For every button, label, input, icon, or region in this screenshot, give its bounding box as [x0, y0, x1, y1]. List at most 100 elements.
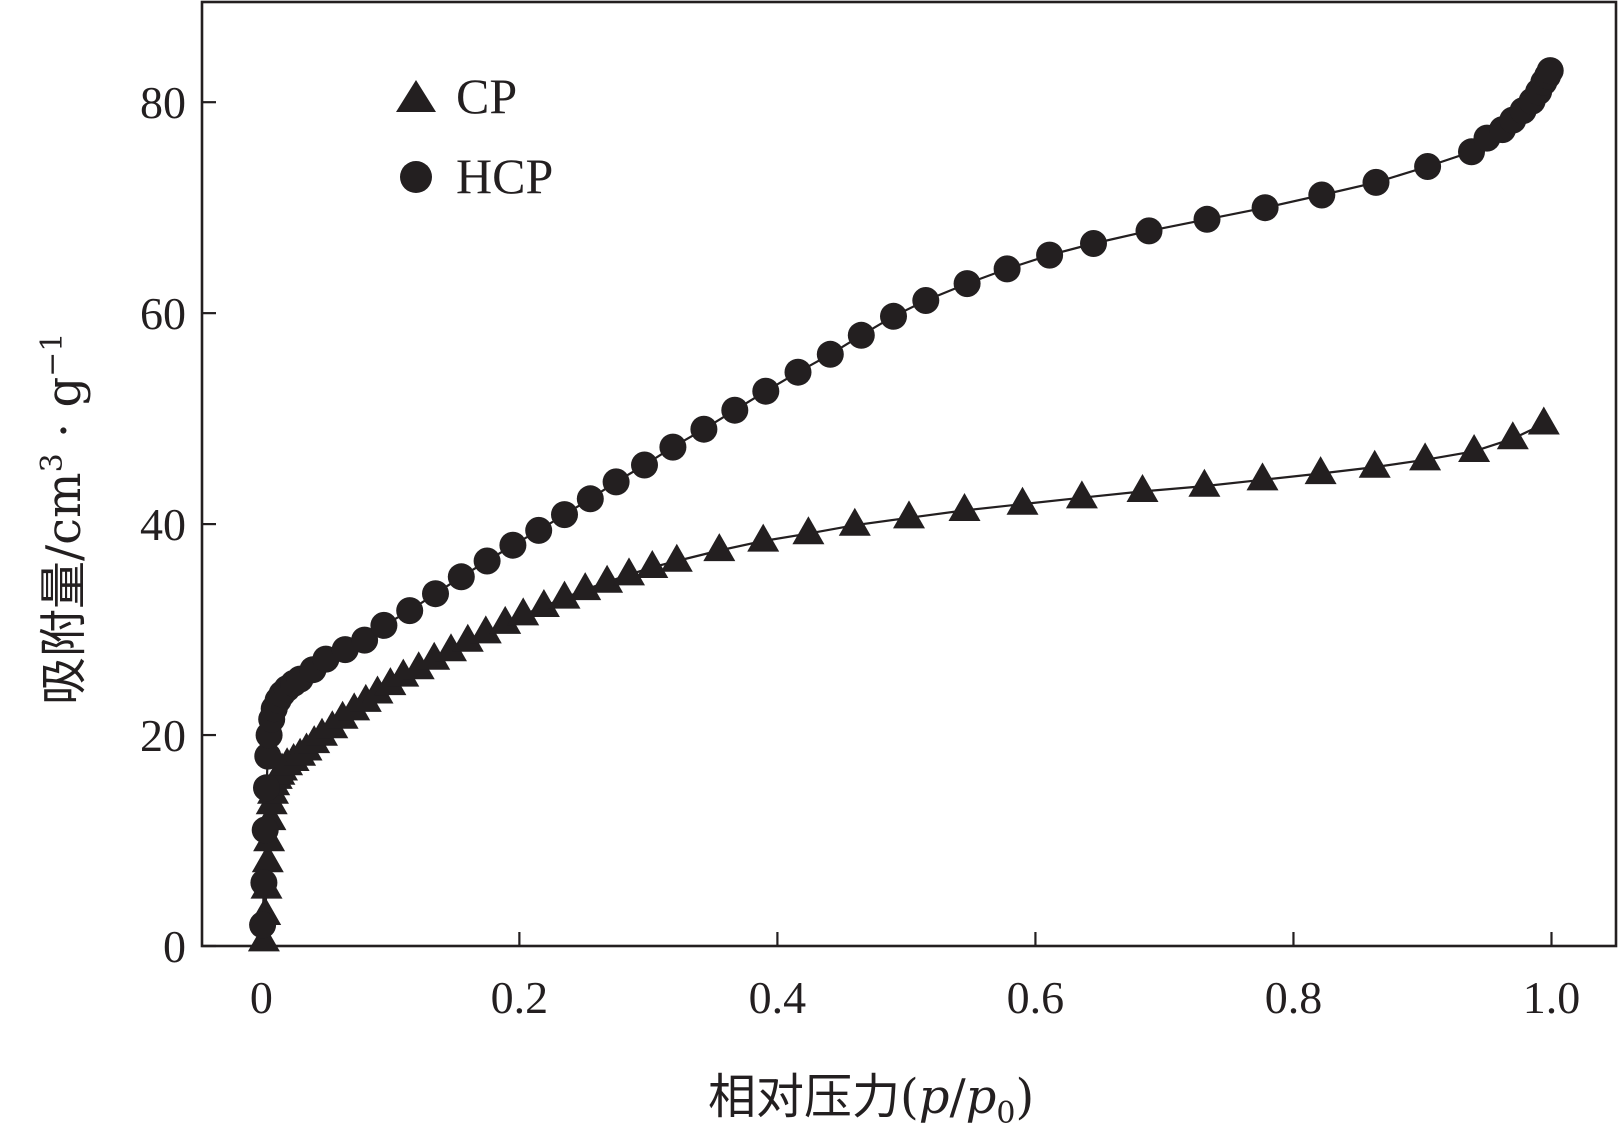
data-point-hcp [631, 451, 658, 479]
data-point-hcp [370, 611, 398, 639]
data-point-hcp [659, 433, 687, 461]
legend-marker-hcp [400, 161, 432, 193]
data-point-hcp [1036, 241, 1064, 269]
data-point-cp [1458, 434, 1491, 462]
data-point-hcp [1080, 230, 1107, 257]
y-tick-label: 0 [163, 921, 186, 972]
data-point-hcp [816, 340, 844, 368]
data-point-cp [1065, 480, 1098, 509]
data-point-hcp [1362, 168, 1390, 196]
legend-label-hcp: HCP [456, 148, 553, 204]
data-point-cp [1126, 474, 1159, 502]
data-point-cp [548, 580, 581, 609]
data-point-hcp [993, 255, 1021, 283]
data-point-cp [435, 633, 467, 662]
data-point-hcp [784, 358, 812, 386]
data-point-cp [1246, 462, 1279, 491]
y-axis-title-main: 吸附量/cm [36, 472, 92, 705]
data-point-hcp [576, 485, 604, 513]
data-point-hcp [880, 302, 907, 330]
x-tick-label: 0 [250, 972, 273, 1023]
data-point-cp [838, 507, 871, 536]
y-tick-label: 40 [140, 499, 186, 550]
data-point-hcp [690, 415, 718, 443]
y-axis-title-sup2: −1 [35, 333, 70, 377]
x-tick-label: 0.8 [1265, 972, 1323, 1023]
data-point-cp [251, 844, 284, 873]
data-point-cp [569, 572, 602, 601]
data-point-hcp [396, 597, 424, 625]
data-point-cp [893, 500, 925, 529]
data-point-hcp [473, 547, 501, 575]
data-point-cp [747, 523, 780, 552]
data-point-cp [660, 543, 693, 572]
data-point-hcp [253, 774, 280, 802]
data-point-hcp [1193, 205, 1221, 233]
data-point-cp [1527, 406, 1560, 435]
y-tick-label: 20 [140, 710, 186, 761]
legend-label-cp: CP [456, 68, 517, 124]
data-point-hcp [249, 911, 277, 939]
data-point-hcp [254, 742, 282, 770]
legend-marker-cp [396, 80, 436, 112]
data-point-cp [489, 605, 522, 634]
data-point-hcp [752, 377, 780, 405]
data-point-hcp [953, 270, 981, 298]
data-point-cp [948, 493, 981, 521]
y-tick-label: 80 [140, 77, 186, 128]
y-axis-ticks: 0 20 40 60 80 [140, 77, 216, 972]
data-point-cp [1358, 449, 1391, 478]
data-point-hcp [351, 626, 379, 654]
x-axis-title-var2: p [966, 1069, 997, 1125]
data-point-hcp [525, 516, 553, 544]
data-point-cp [451, 623, 484, 652]
data-point-hcp [447, 563, 475, 591]
y-axis-title-unit: · g [36, 377, 92, 454]
data-point-cp [387, 658, 420, 687]
data-point-hcp [602, 468, 630, 496]
legend: CP HCP [396, 68, 553, 204]
data-point-hcp [1414, 153, 1442, 180]
x-axis-title-var1: p [919, 1069, 950, 1125]
x-axis-ticks: 0 0.2 0.4 0.6 0.8 1.0 [250, 932, 1580, 1023]
data-point-hcp [422, 580, 449, 608]
data-point-cp [1006, 486, 1039, 515]
data-point-cp [1188, 468, 1221, 497]
plot-frame [200, 0, 1618, 948]
data-point-cp [374, 667, 407, 696]
data-point-hcp [1308, 181, 1336, 209]
data-point-hcp [499, 531, 527, 559]
x-tick-label: 0.4 [749, 972, 807, 1023]
x-tick-label: 1.0 [1523, 972, 1581, 1023]
data-point-cp [1304, 456, 1337, 485]
data-point-hcp [1536, 57, 1564, 85]
y-axis-title-sup1: 3 [35, 453, 70, 472]
data-point-cp [527, 589, 560, 617]
series-markers [247, 57, 1564, 952]
data-point-cp [613, 557, 645, 586]
data-point-cp [1496, 421, 1529, 450]
data-point-hcp [251, 816, 279, 844]
data-point-hcp [250, 869, 278, 897]
x-axis-title-slash: / [949, 1069, 966, 1125]
data-point-hcp [1251, 194, 1279, 222]
data-point-cp [469, 615, 502, 644]
data-point-cp [703, 533, 736, 562]
data-point-hcp [912, 287, 940, 314]
x-axis-title: 相对压力(p/p0) [708, 1069, 1034, 1131]
data-point-cp [418, 641, 451, 670]
data-point-cp [402, 651, 435, 680]
x-axis-title-close: ) [1015, 1069, 1034, 1125]
data-point-cp [591, 564, 624, 593]
data-point-cp [507, 597, 540, 626]
x-tick-label: 0.2 [491, 972, 549, 1023]
data-point-cp [361, 675, 394, 704]
y-axis-title: 吸附量/cm3 · g−1 [35, 333, 92, 705]
data-point-cp [636, 550, 669, 578]
x-axis-title-sub: 0 [996, 1096, 1015, 1131]
data-point-hcp [847, 321, 875, 349]
y-tick-label: 60 [140, 288, 186, 339]
data-point-hcp [551, 501, 578, 529]
data-point-hcp [1135, 217, 1163, 245]
